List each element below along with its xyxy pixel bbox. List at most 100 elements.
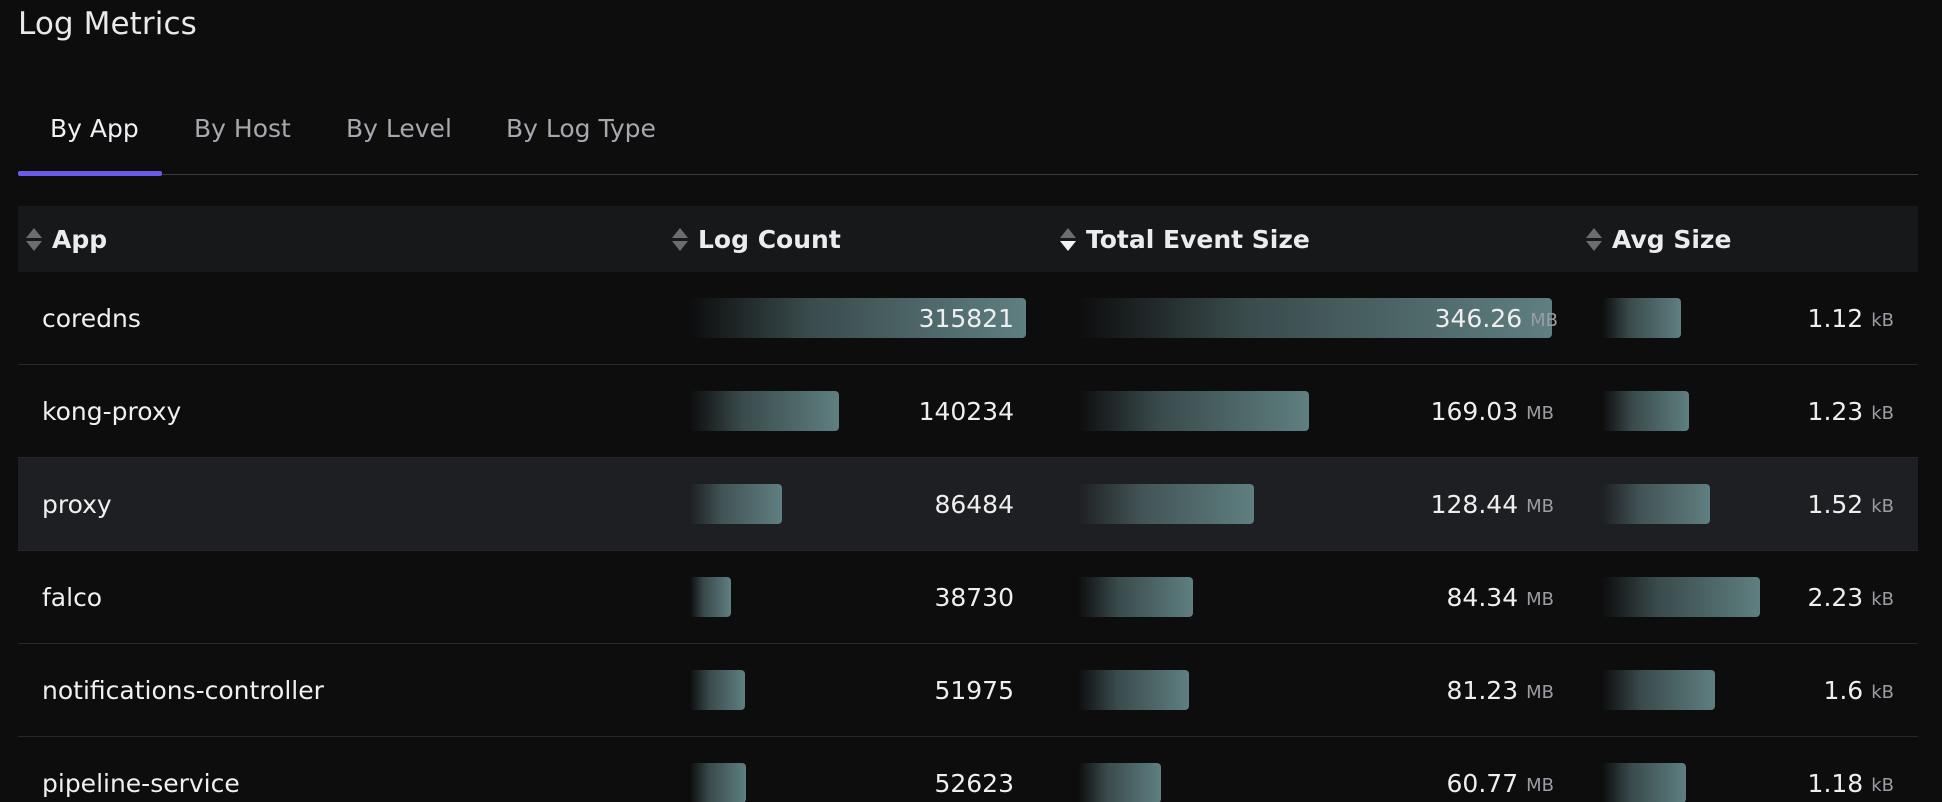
- log-count-value: 52623: [934, 737, 1014, 802]
- avg-size-bar: [1602, 670, 1716, 710]
- avg-size-cell: 1.52 kB: [1602, 458, 1904, 550]
- avg-size-bar: [1602, 484, 1710, 524]
- avg-size-number: 2.23: [1807, 582, 1864, 612]
- log-count-value: 140234: [919, 365, 1014, 457]
- total-event-size-cell: 84.34 MB: [1078, 551, 1566, 643]
- table-row[interactable]: coredns 315821 346.26 MB 1.12 kB: [18, 272, 1918, 365]
- log-count-cell: 52623: [690, 737, 1026, 802]
- total-event-size-value: 169.03 MB: [1431, 365, 1554, 457]
- tab-by-level[interactable]: By Level: [314, 110, 474, 174]
- total-event-size-cell: 128.44 MB: [1078, 458, 1566, 550]
- total-event-size-value: 346.26 MB: [1435, 272, 1558, 364]
- tab-by-host[interactable]: By Host: [162, 110, 314, 174]
- total-event-size-number: 169.03: [1430, 396, 1519, 426]
- log-count-bar: [690, 298, 1026, 338]
- sort-icon: [672, 227, 688, 251]
- avg-size-unit: kB: [1871, 309, 1894, 331]
- avg-size-unit: kB: [1871, 774, 1894, 796]
- total-event-size-unit: MB: [1526, 588, 1554, 610]
- column-header-avg-size[interactable]: Avg Size: [1586, 206, 1731, 272]
- sort-icon: [1586, 227, 1602, 251]
- log-count-number: 38730: [934, 582, 1014, 612]
- total-event-size-bar: [1078, 670, 1190, 710]
- table-row[interactable]: proxy 86484 128.44 MB 1.52 kB: [18, 458, 1918, 551]
- total-event-size-value: 81.23 MB: [1447, 644, 1554, 736]
- table-row[interactable]: kong-proxy 140234 169.03 MB 1.23 kB: [18, 365, 1918, 458]
- column-header-app[interactable]: App: [26, 206, 107, 272]
- log-count-cell: 315821: [690, 272, 1026, 364]
- avg-size-number: 1.52: [1807, 489, 1864, 519]
- app-name: pipeline-service: [42, 768, 240, 798]
- avg-size-cell: 2.23 kB: [1602, 551, 1904, 643]
- log-count-bar: [690, 577, 732, 617]
- avg-size-bar: [1602, 577, 1760, 617]
- tab-label: By App: [50, 114, 139, 143]
- avg-size-value: 1.6 kB: [1823, 644, 1894, 736]
- log-count-cell: 140234: [690, 365, 1026, 457]
- column-header-total-event-size[interactable]: Total Event Size: [1060, 206, 1310, 272]
- avg-size-value: 1.18 kB: [1808, 737, 1894, 802]
- log-count-value: 38730: [934, 551, 1014, 643]
- avg-size-unit: kB: [1871, 495, 1894, 517]
- total-event-size-cell: 169.03 MB: [1078, 365, 1566, 457]
- log-count-number: 315821: [918, 303, 1014, 333]
- app-name: notifications-controller: [42, 675, 324, 705]
- log-count-value: 51975: [934, 644, 1014, 736]
- column-label: Avg Size: [1612, 224, 1732, 254]
- total-event-size-number: 346.26: [1434, 303, 1523, 333]
- avg-size-value: 1.12 kB: [1808, 272, 1894, 364]
- sort-desc-icon: [1060, 227, 1076, 251]
- total-event-size-unit: MB: [1526, 681, 1554, 703]
- page-title: Log Metrics: [18, 6, 197, 42]
- table-body: coredns 315821 346.26 MB 1.12 kB kong-proxy 140…: [18, 272, 1918, 802]
- avg-size-bar: [1602, 763, 1686, 802]
- total-event-size-unit: MB: [1526, 495, 1554, 517]
- tab-by-app[interactable]: By App: [18, 110, 162, 176]
- total-event-size-bar: [1078, 763, 1162, 802]
- table-row[interactable]: notifications-controller 51975 81.23 MB 1.6 k…: [18, 644, 1918, 737]
- total-event-size-value: 84.34 MB: [1447, 551, 1554, 643]
- total-event-size-cell: 60.77 MB: [1078, 737, 1566, 802]
- avg-size-unit: kB: [1871, 588, 1894, 610]
- app-name: proxy: [42, 489, 112, 519]
- total-event-size-unit: MB: [1530, 309, 1558, 331]
- avg-size-number: 1.23: [1807, 396, 1864, 426]
- total-event-size-number: 84.34: [1446, 582, 1519, 612]
- avg-size-bar: [1602, 391, 1690, 431]
- total-event-size-bar: [1078, 391, 1310, 431]
- tab-label: By Level: [346, 114, 452, 143]
- avg-size-number: 1.18: [1807, 768, 1864, 798]
- column-label: App: [52, 224, 108, 254]
- table-row[interactable]: falco 38730 84.34 MB 2.23 kB: [18, 551, 1918, 644]
- avg-size-cell: 1.12 kB: [1602, 272, 1904, 364]
- avg-size-number: 1.12: [1807, 303, 1864, 333]
- log-count-bar: [690, 670, 746, 710]
- tab-label: By Log Type: [506, 114, 656, 143]
- avg-size-number: 1.6: [1823, 675, 1864, 705]
- log-count-number: 140234: [918, 396, 1014, 426]
- column-label: Total Event Size: [1086, 224, 1310, 254]
- avg-size-value: 1.23 kB: [1808, 365, 1894, 457]
- tab-by-log-type[interactable]: By Log Type: [474, 110, 674, 174]
- avg-size-bar: [1602, 298, 1682, 338]
- table-header: App Log Count Total Event Size Avg Size: [18, 206, 1918, 272]
- app-name: falco: [42, 582, 103, 612]
- log-count-cell: 86484: [690, 458, 1026, 550]
- avg-size-unit: kB: [1871, 681, 1894, 703]
- tab-label: By Host: [194, 114, 291, 143]
- total-event-size-number: 128.44: [1430, 489, 1519, 519]
- total-event-size-value: 128.44 MB: [1431, 458, 1554, 550]
- column-header-log-count[interactable]: Log Count: [672, 206, 841, 272]
- avg-size-value: 2.23 kB: [1808, 551, 1894, 643]
- table-row[interactable]: pipeline-service 52623 60.77 MB 1.18 kB: [18, 737, 1918, 802]
- tab-bar: By App By Host By Level By Log Type: [18, 110, 1918, 176]
- log-count-number: 52623: [934, 768, 1014, 798]
- column-label: Log Count: [698, 224, 841, 254]
- sort-icon: [26, 227, 42, 251]
- total-event-size-unit: MB: [1526, 402, 1554, 424]
- total-event-size-bar: [1078, 577, 1194, 617]
- log-count-bar: [690, 763, 746, 802]
- metrics-table: App Log Count Total Event Size Avg Size …: [18, 206, 1918, 802]
- log-count-value: 86484: [934, 458, 1014, 550]
